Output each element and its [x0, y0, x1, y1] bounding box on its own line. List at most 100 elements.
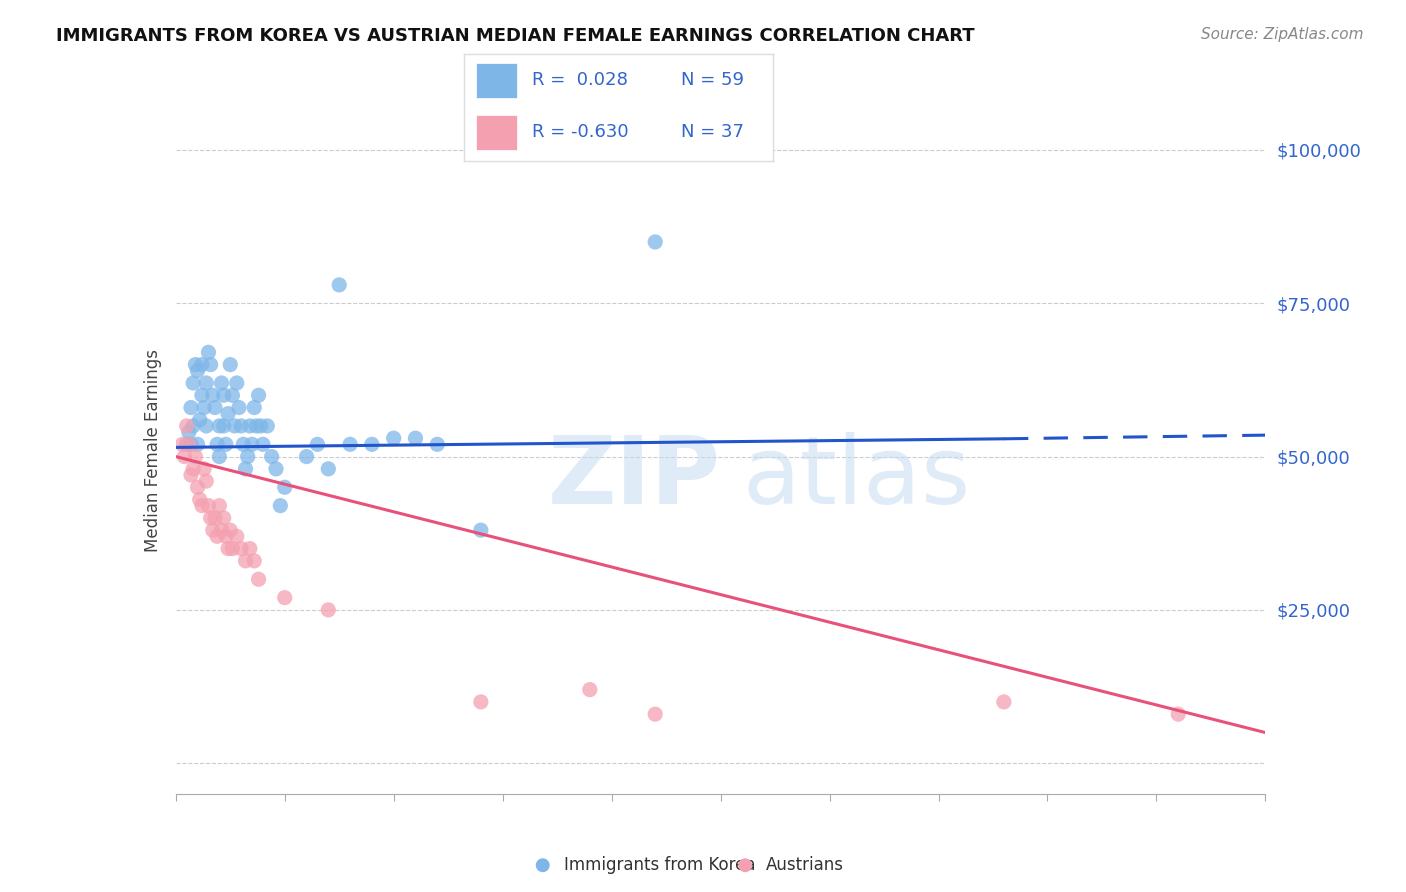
Point	[181, 376, 204, 390]
Point	[191, 499, 214, 513]
Point	[208, 418, 231, 433]
Text: Austrians: Austrians	[766, 856, 844, 874]
Point	[260, 450, 283, 464]
Point	[219, 358, 242, 372]
Point	[236, 450, 259, 464]
Bar	[477, 114, 516, 150]
Point	[531, 858, 554, 872]
Point	[193, 401, 215, 415]
Text: ZIP: ZIP	[548, 432, 721, 524]
Point	[247, 572, 270, 586]
Point	[180, 401, 202, 415]
Point	[188, 413, 211, 427]
Point	[274, 480, 297, 494]
Point	[239, 418, 262, 433]
Point	[204, 511, 226, 525]
Point	[993, 695, 1015, 709]
Text: atlas: atlas	[742, 432, 970, 524]
Point	[197, 345, 219, 359]
Point	[204, 401, 226, 415]
Point	[195, 418, 218, 433]
Point	[339, 437, 361, 451]
Point	[269, 499, 291, 513]
Point	[360, 437, 382, 451]
Point	[644, 235, 666, 249]
Point	[188, 492, 211, 507]
Point	[644, 707, 666, 722]
Point	[217, 407, 239, 421]
Point	[215, 437, 238, 451]
Point	[318, 462, 340, 476]
Point	[200, 511, 222, 525]
Point	[470, 695, 492, 709]
Point	[191, 358, 214, 372]
Point	[186, 480, 209, 494]
Point	[197, 499, 219, 513]
Point	[177, 437, 200, 451]
Point	[426, 437, 449, 451]
Point	[239, 541, 262, 556]
Point	[307, 437, 329, 451]
Point	[1167, 707, 1189, 722]
Point	[177, 425, 200, 439]
Point	[176, 437, 198, 451]
Point	[180, 437, 202, 451]
Point	[231, 418, 253, 433]
Point	[200, 358, 222, 372]
Point	[235, 554, 257, 568]
Point	[201, 388, 224, 402]
Point	[215, 529, 238, 543]
Point	[219, 523, 242, 537]
Point	[211, 376, 233, 390]
Point	[243, 401, 266, 415]
Text: IMMIGRANTS FROM KOREA VS AUSTRIAN MEDIAN FEMALE EARNINGS CORRELATION CHART: IMMIGRANTS FROM KOREA VS AUSTRIAN MEDIAN…	[56, 27, 974, 45]
Point	[225, 376, 247, 390]
Point	[264, 462, 287, 476]
Point	[224, 418, 246, 433]
Point	[470, 523, 492, 537]
Point	[240, 437, 263, 451]
Point	[184, 450, 207, 464]
Point	[212, 418, 235, 433]
Point	[232, 437, 254, 451]
Point	[181, 462, 204, 476]
Point	[195, 376, 218, 390]
Point	[186, 437, 209, 451]
Point	[184, 358, 207, 372]
Point	[212, 388, 235, 402]
Point	[221, 541, 243, 556]
Point	[245, 418, 267, 433]
Point	[180, 467, 202, 482]
Point	[201, 523, 224, 537]
Point	[217, 541, 239, 556]
Point	[212, 511, 235, 525]
Point	[205, 437, 228, 451]
Text: N = 59: N = 59	[681, 71, 744, 89]
Point	[243, 554, 266, 568]
Point	[205, 529, 228, 543]
Point	[225, 529, 247, 543]
Point	[181, 418, 204, 433]
Point	[318, 603, 340, 617]
Point	[228, 401, 250, 415]
Point	[382, 431, 405, 445]
Point	[195, 474, 218, 488]
Text: R =  0.028: R = 0.028	[531, 71, 628, 89]
Point	[579, 682, 602, 697]
Y-axis label: Median Female Earnings: Median Female Earnings	[143, 349, 162, 552]
Point	[173, 450, 195, 464]
Point	[405, 431, 427, 445]
Text: Immigrants from Korea: Immigrants from Korea	[564, 856, 755, 874]
Text: R = -0.630: R = -0.630	[531, 123, 628, 141]
Point	[211, 523, 233, 537]
Point	[328, 277, 350, 292]
Point	[208, 450, 231, 464]
Point	[221, 388, 243, 402]
Point	[193, 462, 215, 476]
Point	[247, 388, 270, 402]
Text: Source: ZipAtlas.com: Source: ZipAtlas.com	[1201, 27, 1364, 42]
Point	[249, 418, 271, 433]
Point	[274, 591, 297, 605]
Bar	[477, 63, 516, 98]
Point	[295, 450, 318, 464]
